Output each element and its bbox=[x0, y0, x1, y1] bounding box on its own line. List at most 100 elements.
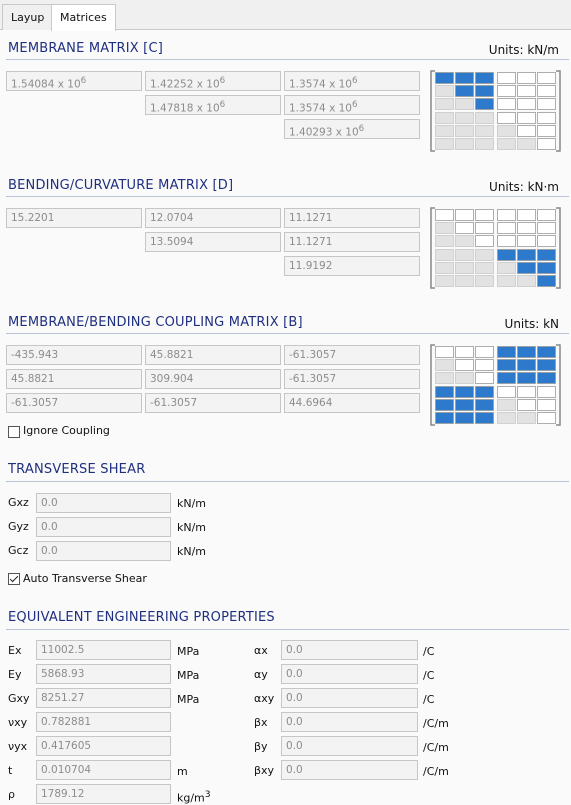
prop-label: αxy bbox=[254, 692, 275, 705]
membrane-c16[interactable]: 1.3574 x 106 bbox=[284, 71, 420, 91]
matrix-cell bbox=[517, 262, 536, 274]
matrix-cell bbox=[435, 222, 454, 234]
coupling-b11[interactable]: -435.943 bbox=[6, 345, 142, 365]
matrix-cell bbox=[455, 359, 474, 371]
shear-gcz-field[interactable]: 0.0 bbox=[36, 541, 171, 561]
prop-ex-field[interactable]: 11002.5 bbox=[36, 640, 171, 660]
matrix-cell bbox=[475, 85, 494, 97]
matrix-cell bbox=[537, 386, 556, 398]
membrane-c22[interactable]: 1.47818 x 106 bbox=[145, 95, 281, 115]
ignore-coupling-checkbox[interactable] bbox=[8, 426, 20, 438]
matrix-cell bbox=[475, 359, 494, 371]
matrix-cell bbox=[435, 209, 454, 221]
prop-alphay-field[interactable]: 0.0 bbox=[281, 664, 418, 684]
prop-alphax-field[interactable]: 0.0 bbox=[281, 640, 418, 660]
prop-betaxy-field[interactable]: 0.0 bbox=[281, 760, 418, 780]
matrix-cell bbox=[497, 249, 516, 261]
bending-d26[interactable]: 11.1271 bbox=[284, 232, 420, 252]
bending-units: Units: kN·m bbox=[489, 180, 559, 194]
matrix-cell bbox=[517, 372, 536, 384]
prop-unit: /C bbox=[423, 669, 435, 682]
bending-d22[interactable]: 13.5094 bbox=[145, 232, 281, 252]
tab-bar: Layup Matrices bbox=[0, 0, 571, 31]
matrix-cell bbox=[537, 209, 556, 221]
matrix-cell bbox=[435, 275, 454, 287]
shear-label-gxz: Gxz bbox=[8, 496, 29, 509]
matrix-cell bbox=[517, 72, 536, 84]
coupling-b22[interactable]: 309.904 bbox=[145, 369, 281, 389]
matrix-cell bbox=[537, 98, 556, 110]
coupling-b12[interactable]: 45.8821 bbox=[145, 345, 281, 365]
matrix-cell bbox=[497, 85, 516, 97]
props-title: EQUIVALENT ENGINEERING PROPERTIES bbox=[8, 610, 275, 625]
matrix-cell bbox=[435, 98, 454, 110]
matrix-cell bbox=[475, 346, 494, 358]
bending-title: BENDING/CURVATURE MATRIX [D] bbox=[8, 178, 234, 193]
prop-label: βx bbox=[254, 716, 268, 729]
matrix-cell bbox=[475, 372, 494, 384]
membrane-c12[interactable]: 1.42252 x 106 bbox=[145, 71, 281, 91]
matrix-cell bbox=[475, 222, 494, 234]
matrix-cell bbox=[497, 372, 516, 384]
matrix-cell bbox=[455, 235, 474, 247]
coupling-b62[interactable]: -61.3057 bbox=[145, 393, 281, 413]
matrix-cell bbox=[537, 138, 556, 150]
matrices-panel: MEMBRANE MATRIX [C] Units: kN/m 1.54084 … bbox=[0, 30, 571, 805]
coupling-b26[interactable]: -61.3057 bbox=[284, 369, 420, 389]
matrix-cell bbox=[537, 249, 556, 261]
matrix-cell bbox=[435, 412, 454, 424]
matrix-cell bbox=[537, 399, 556, 411]
prop-gxy-field[interactable]: 8251.27 bbox=[36, 688, 171, 708]
coupling-b66[interactable]: 44.6964 bbox=[284, 393, 420, 413]
prop-ey-field[interactable]: 5868.93 bbox=[36, 664, 171, 684]
matrix-cell bbox=[455, 138, 474, 150]
matrix-cell bbox=[497, 275, 516, 287]
props-divider bbox=[6, 629, 569, 630]
prop-t-field[interactable]: 0.010704 bbox=[36, 760, 171, 780]
matrix-cell bbox=[455, 98, 474, 110]
membrane-c26[interactable]: 1.3574 x 106 bbox=[284, 95, 420, 115]
coupling-b16[interactable]: -61.3057 bbox=[284, 345, 420, 365]
prop-alphaxy-field[interactable]: 0.0 bbox=[281, 688, 418, 708]
prop-nuxy-field[interactable]: 0.782881 bbox=[36, 712, 171, 732]
prop-nuyx-field[interactable]: 0.417605 bbox=[36, 736, 171, 756]
bending-d66[interactable]: 11.9192 bbox=[284, 256, 420, 276]
bending-d16[interactable]: 11.1271 bbox=[284, 208, 420, 228]
matrix-cell bbox=[537, 412, 556, 424]
auto-transverse-shear-checkbox[interactable] bbox=[8, 573, 20, 585]
coupling-b61[interactable]: -61.3057 bbox=[6, 393, 142, 413]
matrix-cell bbox=[497, 412, 516, 424]
tab-matrices[interactable]: Matrices bbox=[51, 4, 116, 31]
matrix-cell bbox=[455, 262, 474, 274]
ignore-coupling-label: Ignore Coupling bbox=[23, 424, 110, 437]
matrix-cell bbox=[475, 386, 494, 398]
matrix-cell bbox=[537, 222, 556, 234]
matrix-cell bbox=[435, 125, 454, 137]
shear-gyz-field[interactable]: 0.0 bbox=[36, 517, 171, 537]
matrix-cell bbox=[497, 209, 516, 221]
prop-unit: /C/m bbox=[423, 765, 449, 778]
matrix-cell bbox=[517, 249, 536, 261]
matrix-cell bbox=[537, 372, 556, 384]
shear-title: TRANSVERSE SHEAR bbox=[8, 462, 146, 477]
matrix-cell bbox=[455, 346, 474, 358]
membrane-c11[interactable]: 1.54084 x 106 bbox=[6, 71, 142, 91]
prop-unit: /C/m bbox=[423, 717, 449, 730]
matrix-cell bbox=[435, 138, 454, 150]
matrix-cell bbox=[475, 112, 494, 124]
bending-d11[interactable]: 15.2201 bbox=[6, 208, 142, 228]
matrix-cell bbox=[455, 125, 474, 137]
matrix-cell bbox=[517, 275, 536, 287]
prop-betay-field[interactable]: 0.0 bbox=[281, 736, 418, 756]
shear-gxz-field[interactable]: 0.0 bbox=[36, 493, 171, 513]
matrix-cell bbox=[497, 138, 516, 150]
matrix-cell bbox=[455, 386, 474, 398]
membrane-c66[interactable]: 1.40293 x 106 bbox=[284, 119, 420, 139]
prop-unit: MPa bbox=[177, 669, 200, 682]
prop-betax-field[interactable]: 0.0 bbox=[281, 712, 418, 732]
coupling-b21[interactable]: 45.8821 bbox=[6, 369, 142, 389]
prop-rho-field[interactable]: 1789.12 bbox=[36, 784, 171, 804]
matrix-cell bbox=[497, 98, 516, 110]
tab-layup[interactable]: Layup bbox=[2, 4, 54, 30]
bending-d12[interactable]: 12.0704 bbox=[145, 208, 281, 228]
